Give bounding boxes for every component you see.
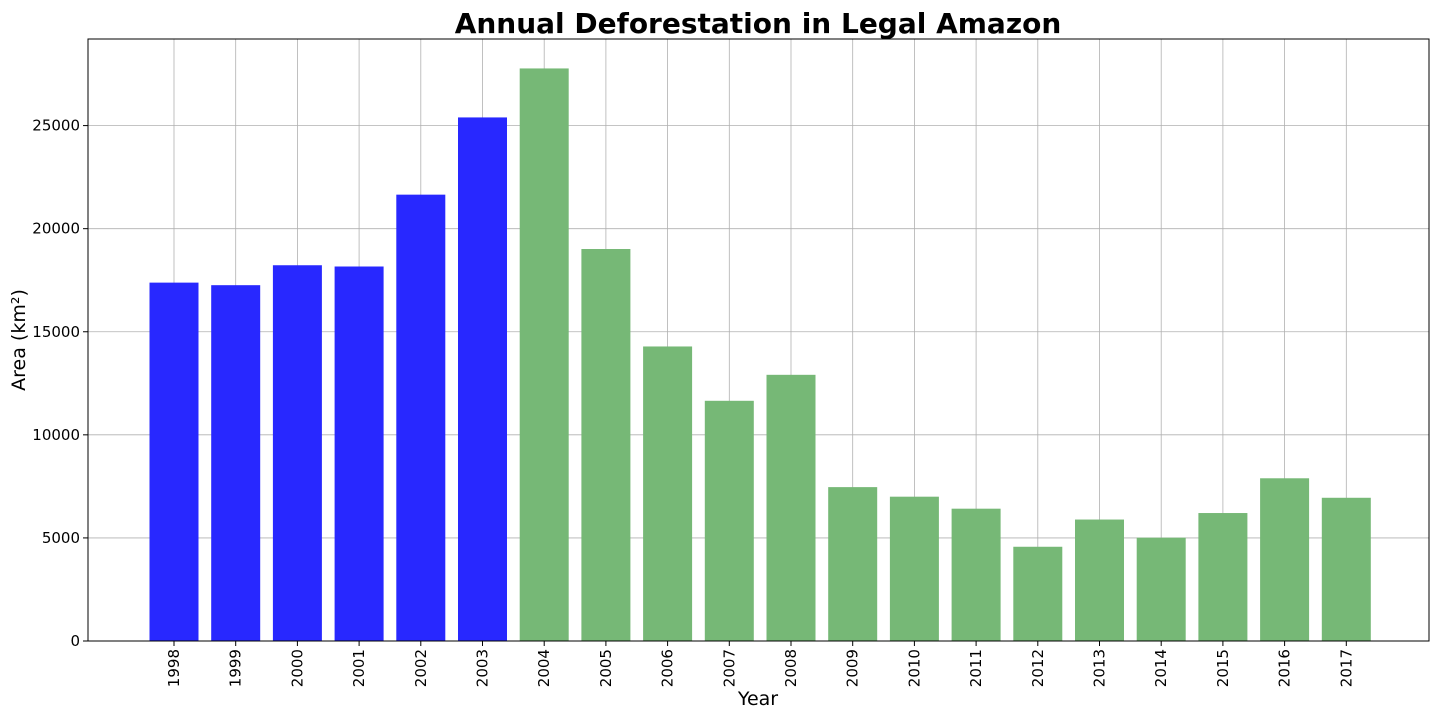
x-tick-label: 2013	[1091, 649, 1109, 687]
x-tick-label: 2003	[474, 649, 492, 687]
bar-2013	[1075, 519, 1124, 641]
y-axis-ticks: 0 5000 10000 15000 20000 25000	[32, 117, 88, 650]
bar-2008	[766, 374, 816, 641]
bar-2009	[828, 487, 878, 641]
x-tick-label: 2011	[967, 649, 985, 687]
x-axis-ticks: 1998 1999 2000 2001 2002 2003 2004 2005 2006 2007…	[165, 641, 1355, 687]
bar-1999	[211, 285, 261, 641]
bar-2004	[519, 68, 569, 641]
x-tick-label: 2014	[1152, 649, 1170, 687]
bar-2000	[272, 265, 322, 641]
y-tick-label: 5000	[42, 529, 80, 547]
x-tick-label: 2016	[1276, 649, 1294, 687]
x-tick-label: 2000	[288, 649, 306, 687]
x-tick-label: 2015	[1214, 649, 1232, 687]
x-tick-label: 2008	[782, 649, 800, 687]
y-axis-label: Area (km²)	[8, 289, 30, 391]
y-tick-label: 10000	[32, 426, 80, 444]
y-tick-label: 20000	[32, 220, 80, 238]
x-tick-label: 2012	[1029, 649, 1047, 687]
chart-title: Annual Deforestation in Legal Amazon	[455, 7, 1062, 40]
bar-2005	[581, 248, 631, 642]
bar-2015	[1198, 513, 1248, 641]
x-axis-label: Year	[737, 688, 778, 710]
bar-2011	[951, 508, 1001, 641]
x-tick-label: 2009	[844, 649, 862, 687]
bar-2006	[643, 346, 693, 641]
bar-2010	[889, 496, 939, 641]
x-tick-label: 2004	[535, 649, 553, 687]
bar-2016	[1260, 478, 1310, 641]
bar-2003	[458, 117, 507, 642]
x-tick-label: 2005	[597, 649, 615, 687]
bar-2017	[1321, 497, 1371, 641]
y-tick-label: 15000	[32, 323, 80, 341]
x-tick-label: 2017	[1337, 649, 1355, 687]
bar-2001	[334, 266, 384, 641]
bars	[149, 68, 1371, 642]
bar-2007	[704, 400, 754, 641]
x-tick-label: 2010	[905, 649, 923, 687]
bar-1998	[149, 282, 199, 641]
x-tick-label: 1999	[227, 649, 245, 687]
plot-frame	[87, 38, 1430, 642]
bar-2012	[1013, 546, 1063, 641]
x-tick-label: 1998	[165, 649, 183, 687]
x-tick-label: 2006	[659, 649, 677, 687]
bar-2002	[396, 194, 446, 641]
x-tick-label: 2002	[412, 649, 430, 687]
x-tick-label: 2007	[720, 649, 738, 687]
y-tick-label: 0	[70, 632, 80, 650]
bar-2014	[1136, 537, 1186, 641]
x-tick-label: 2001	[350, 649, 368, 687]
y-tick-label: 25000	[32, 117, 80, 135]
